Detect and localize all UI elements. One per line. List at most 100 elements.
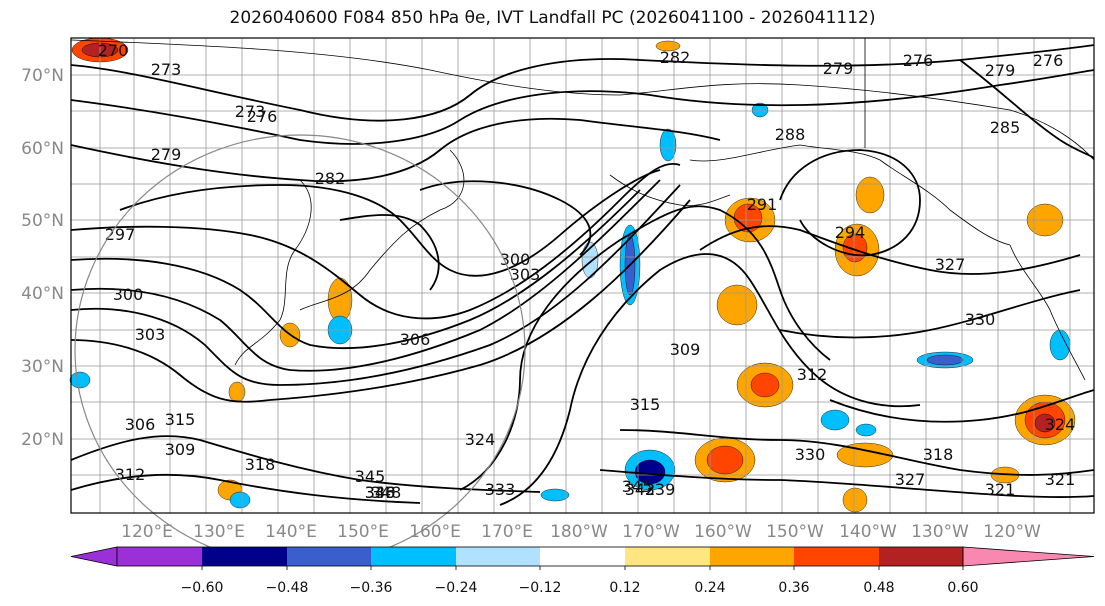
theta-e-contour (779, 149, 921, 257)
theta-e-contour (70, 189, 641, 350)
contour-label: 315 (165, 410, 196, 429)
contour-label: 270 (98, 41, 129, 60)
lon-label: 140°E (265, 522, 317, 542)
lon-label: 160°W (694, 522, 752, 542)
map-background (71, 38, 1094, 513)
contour-label: 279 (823, 59, 854, 78)
colorbar-tick-label: −0.12 (519, 580, 562, 596)
theta-e-contour (829, 389, 1095, 423)
theta-e-contour (70, 179, 661, 372)
longitude-labels: 120°E 130°E 140°E 150°E 160°E 170°E 180°W 170°W… (121, 522, 1041, 542)
theta-e-contour (70, 69, 1095, 145)
contour-label: 294 (835, 223, 866, 242)
lat-label: 30°N (21, 357, 64, 377)
colorbar-bin (879, 547, 963, 566)
contour-label: 300 (500, 250, 531, 269)
coastlines (70, 38, 1095, 381)
contour-label: 315 (630, 395, 661, 414)
colorbar-bin (625, 547, 710, 566)
coastline (689, 144, 1011, 246)
positive-pc-area (750, 372, 780, 398)
contour-label: 273 (151, 60, 182, 79)
theta-e-contour (70, 199, 691, 403)
contour-label: 279 (151, 145, 182, 164)
theta-e-contour (70, 184, 681, 386)
contour-label: 282 (660, 48, 691, 67)
colorbar-extend-low (70, 546, 118, 567)
lat-label: 50°N (21, 211, 64, 231)
theta-e-contour (70, 435, 541, 493)
contour-label: 276 (1033, 51, 1064, 70)
contour-label: 345 (622, 477, 653, 496)
lon-label: 130°W (911, 522, 969, 542)
contour-label: 300 (113, 285, 144, 304)
colorbar-bin (287, 547, 371, 566)
lat-label: 70°N (21, 66, 64, 86)
map-title: 2026040600 F084 850 hPa θe, IVT Landfall… (229, 8, 876, 28)
contour-label: 273 (235, 102, 266, 121)
contour-label: 306 (125, 415, 156, 434)
negative-pc-area (820, 409, 850, 431)
contour-label: 318 (245, 455, 276, 474)
positive-pc-area (716, 284, 758, 326)
lon-label: 170°E (481, 522, 533, 542)
theta-e-contours (70, 44, 1095, 506)
latitude-labels: 70°N 60°N 50°N 40°N 30°N 20°N (21, 66, 64, 450)
negative-pc-area (855, 423, 877, 437)
lon-label: 150°W (766, 522, 824, 542)
coastline (70, 39, 1095, 161)
lon-label: 150°E (337, 522, 389, 542)
lat-label: 60°N (21, 139, 64, 159)
contour-label: 324 (1045, 415, 1076, 434)
colorbar-bin (117, 547, 202, 566)
theta-e-contour (779, 289, 1081, 339)
theta-e-contour (619, 429, 1095, 476)
contour-label: 336 (365, 483, 396, 502)
colorbar-extend-high (962, 546, 1095, 567)
colorbar-tick-labels: −0.60 −0.48 −0.36 −0.24 −0.12 0.12 0.24 0.36 0.4… (181, 566, 979, 596)
colorbar-bin (794, 547, 879, 566)
colorbar-tick-label: 0.60 (947, 580, 978, 596)
contour-label: 321 (1045, 470, 1076, 489)
colorbar-tick-label: 0.36 (778, 580, 809, 596)
contour-label: 324 (465, 430, 496, 449)
contour-label: 333 (485, 480, 516, 499)
lat-label: 20°N (21, 430, 64, 450)
positive-pc-area (1034, 413, 1056, 433)
colorbar-tick-label: −0.24 (435, 580, 478, 596)
colorbar-tick-label: −0.60 (181, 580, 224, 596)
contour-label: 345 (355, 467, 386, 486)
theta-e-contour (499, 253, 921, 506)
positive-pc-area (842, 487, 868, 513)
contour-label: 282 (315, 169, 346, 188)
contour-label: 303 (135, 325, 166, 344)
theta-e-contour (959, 59, 1095, 159)
negative-pc-area (540, 488, 570, 502)
contour-label: 309 (670, 340, 701, 359)
positive-pc-area (228, 381, 246, 403)
lon-label: 160°E (409, 522, 461, 542)
negative-pc-area (69, 371, 91, 389)
theta-e-contour (599, 469, 1095, 498)
coastline (234, 179, 312, 366)
lon-label: 140°W (839, 522, 897, 542)
contour-label: 297 (105, 225, 136, 244)
contour-label: 330 (965, 310, 996, 329)
negative-pc-area (229, 491, 251, 509)
theta-e-contour (70, 117, 721, 183)
lon-label: 120°E (121, 522, 173, 542)
lat-label: 40°N (21, 284, 64, 304)
theta-e-contour (339, 214, 440, 291)
contour-label: 309 (165, 440, 196, 459)
contour-label: 321 (985, 480, 1016, 499)
colorbar-tick-label: 0.24 (694, 580, 725, 596)
coastline (1009, 244, 1086, 381)
colorbar (70, 546, 1095, 567)
contour-label: 276 (903, 51, 934, 70)
contour-label: 279 (985, 61, 1016, 80)
theta-e-contour (459, 205, 831, 491)
colorbar-tick-label: 0.48 (863, 580, 894, 596)
graticule (71, 38, 1094, 513)
